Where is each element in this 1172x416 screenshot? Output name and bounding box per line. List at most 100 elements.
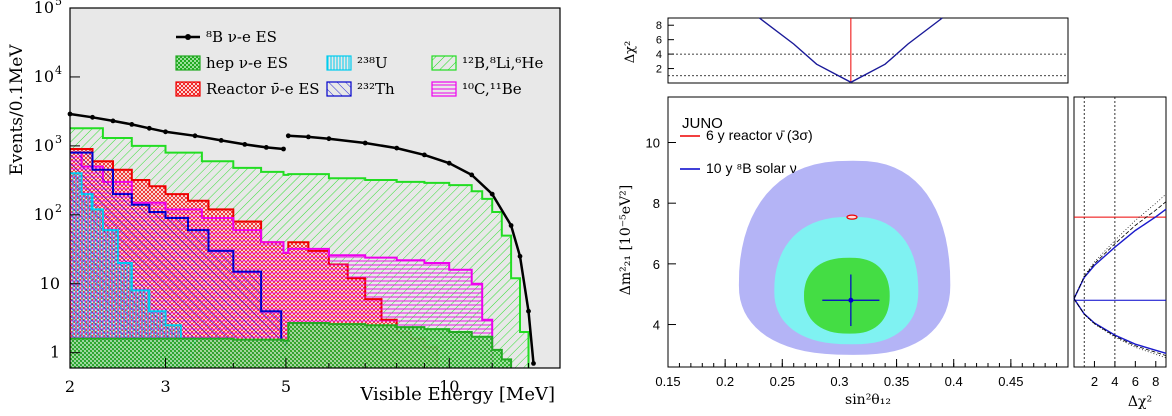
- right-plot-frame: [667, 96, 1069, 368]
- right-legend: 6 y reactor ν̄ (3σ) 10 y ⁸B solar ν: [680, 127, 813, 176]
- y-tick-exponent: 2: [55, 202, 62, 215]
- legend-label: ¹²B,⁸Li,⁶He: [462, 54, 543, 72]
- top-panel-frame: [667, 17, 1069, 84]
- top-y-tick-label: 2: [656, 64, 662, 76]
- x-tick-label: 0.35: [884, 374, 909, 389]
- y-tick-label: 4: [653, 318, 660, 333]
- side-x-tick-label: 8: [1152, 374, 1159, 389]
- legend-label: Reactor ν̄-e ES: [206, 80, 320, 98]
- top-y-tick-label: 4: [656, 49, 662, 61]
- side-x-tick-label: 4: [1111, 374, 1118, 389]
- b8-point: [192, 133, 198, 139]
- b8-point: [110, 118, 116, 124]
- top-y-tick-label: 6: [656, 35, 662, 47]
- x-tick-label: 5: [281, 377, 291, 396]
- legend-swatch: [326, 81, 352, 97]
- legend-label: hep ν-e ES: [206, 54, 288, 72]
- series-area-6: [70, 323, 512, 368]
- x-tick-label: 0.3: [830, 374, 848, 389]
- legend-marker: [185, 34, 191, 40]
- b8-point: [129, 122, 135, 127]
- y-tick-label: 10: [34, 67, 54, 86]
- legend-label: ²³⁸U: [357, 54, 388, 72]
- legend-label: ¹⁰C,¹¹Be: [462, 80, 522, 98]
- x-tick-label: 3: [160, 377, 170, 396]
- y-tick-label: 10: [34, 0, 54, 17]
- series-area-5: [70, 173, 195, 368]
- b8-point: [281, 146, 286, 152]
- x-tick-label: 10: [439, 377, 459, 396]
- b8-point: [526, 308, 531, 314]
- side-curve-upper-1: [1073, 201, 1167, 299]
- b8-point: [306, 134, 311, 140]
- series-line-5: [70, 172, 196, 345]
- side-curve-upper-0: [1073, 208, 1167, 300]
- side-panel-frame: [1073, 96, 1167, 368]
- side-x-tick-label: 6: [1132, 374, 1139, 389]
- y-tick-exponent: 4: [55, 64, 62, 77]
- x-tick-label: 0.45: [998, 374, 1023, 389]
- x-tick-label: 0.4: [945, 374, 963, 389]
- y-tick-label: 10: [40, 274, 60, 293]
- legend-swatch: [175, 55, 201, 71]
- top-y-tick-label: 8: [656, 20, 662, 32]
- b8-point: [489, 191, 495, 197]
- side-x-axis-label: Δχ²: [1128, 394, 1152, 410]
- side-curve-lower-2: [1073, 298, 1167, 359]
- legend-label: 6 y reactor ν̄ (3σ): [706, 127, 813, 143]
- y-tick-label: 10: [34, 136, 54, 155]
- y-tick-label: 10: [646, 136, 660, 151]
- top-y-axis-label: Δχ²: [623, 41, 638, 63]
- side-curve-upper-2: [1073, 193, 1167, 299]
- b8-point: [326, 136, 332, 142]
- b8-point: [146, 125, 152, 131]
- x-tick-label: 0.15: [655, 374, 680, 389]
- contour-1s: [804, 257, 890, 334]
- b8-point: [218, 138, 224, 143]
- juno-label: JUNO: [682, 115, 723, 132]
- b8-point: [285, 133, 291, 139]
- legend-label: ⁸B ν-e ES: [206, 28, 277, 46]
- series-line-1: [70, 127, 530, 368]
- top-delta-chi2-panel: 2 4 6 8 Δχ²: [623, 17, 1069, 84]
- b8-point: [422, 152, 427, 158]
- left-plot-frame: [69, 7, 561, 369]
- series-line-4: [70, 151, 287, 348]
- y-tick-exponent: 5: [55, 0, 62, 8]
- left-legend: ⁸B ν-e ES hep ν-e ES ²³⁸U ¹²B,⁸Li,⁶He Reacto…: [175, 28, 543, 98]
- legend-swatch: [175, 81, 201, 97]
- b8-point: [362, 140, 368, 146]
- b8-point: [242, 142, 248, 147]
- legend-label: 10 y ⁸B solar ν: [706, 160, 797, 176]
- y-tick-exponent: 3: [55, 133, 62, 146]
- right-x-axis-label: sin²θ₁₂: [845, 392, 891, 408]
- b8-point: [394, 145, 400, 151]
- side-x-tick-label: 2: [1091, 374, 1098, 389]
- b8-point: [508, 223, 514, 228]
- left-y-axis-label: Events/0.1MeV: [7, 44, 27, 176]
- x-tick-label: 0.25: [770, 374, 795, 389]
- series-line-6: [70, 322, 513, 368]
- x-tick-label: 0.2: [716, 374, 734, 389]
- b8-point: [263, 145, 269, 150]
- y-tick-label: 10: [34, 205, 54, 224]
- y-tick-label: 8: [653, 196, 660, 211]
- legend-swatch: [326, 55, 352, 71]
- b8-point: [90, 114, 95, 120]
- top-curve: [758, 17, 943, 84]
- x-tick-label: 2: [65, 377, 75, 396]
- reactor-contour: [846, 214, 858, 220]
- b8-point: [163, 129, 168, 135]
- best-fit-point: [848, 297, 854, 303]
- legend-swatch: [431, 81, 457, 97]
- b8-point: [469, 172, 475, 178]
- legend-swatch: [431, 55, 457, 71]
- b8-point: [446, 160, 452, 166]
- right-contour-plot: 0.15 0.2 0.25 0.3 0.35 0.4 0.45 4 6 8 10 JUNO 6 y …: [618, 96, 1069, 408]
- y-tick-label: 1: [50, 343, 60, 362]
- b8-point: [531, 361, 536, 366]
- right-y-axis-label: Δm²₂₁ [10⁻⁵eV²]: [618, 185, 634, 295]
